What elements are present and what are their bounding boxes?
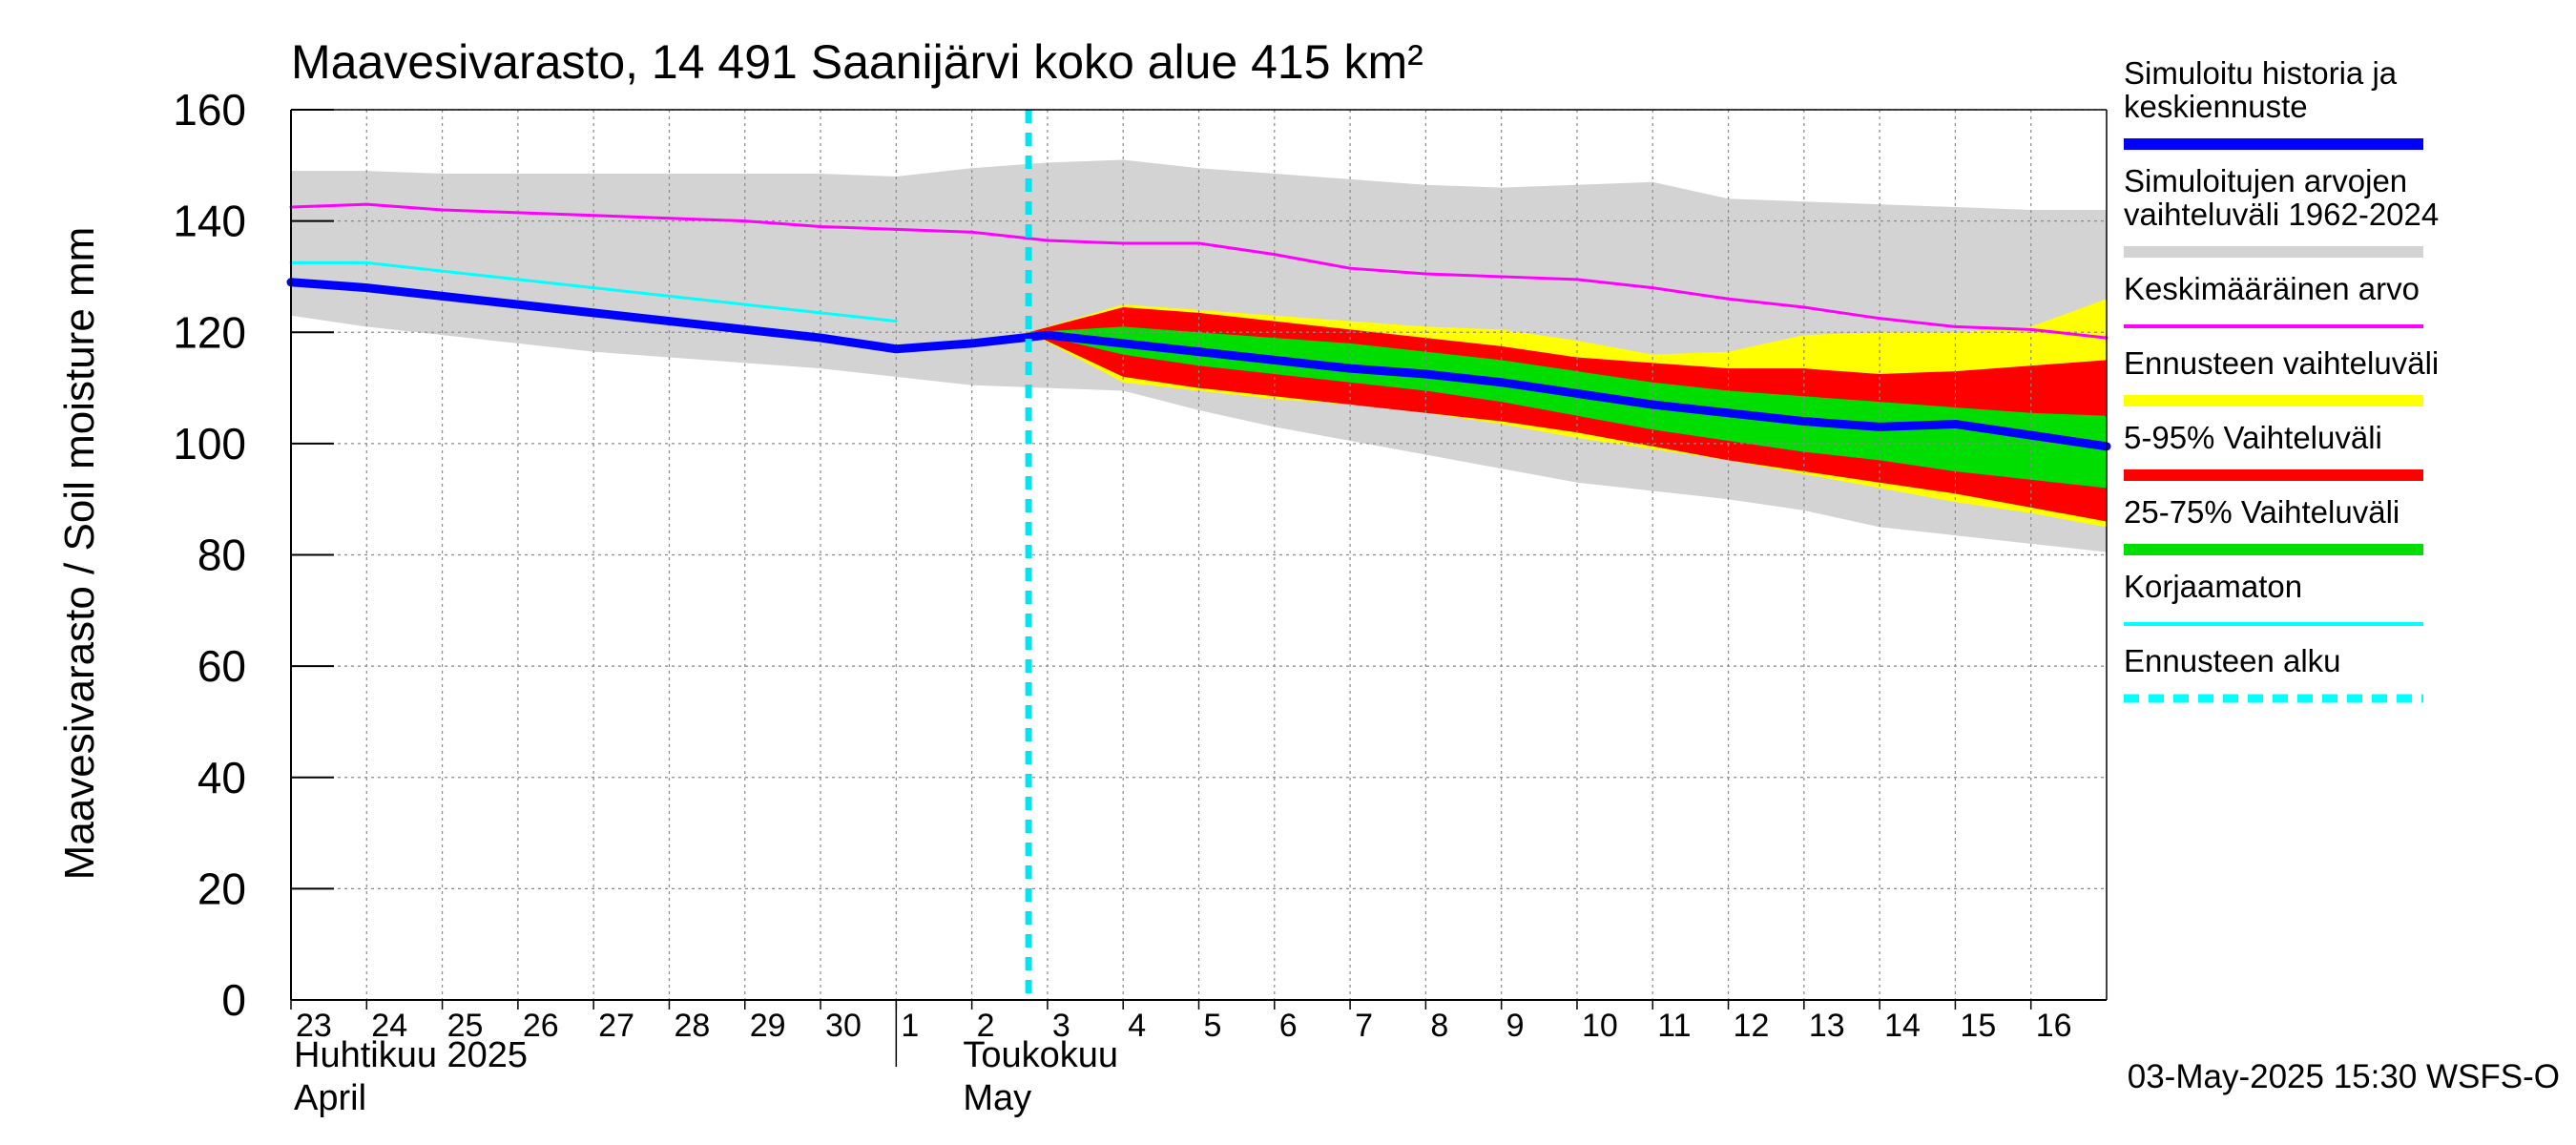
y-tick-label: 0 [221,975,246,1025]
month-label-april-fi: Huhtikuu 2025 [294,1035,528,1075]
band-25-75-vaihteluv-li [1028,326,2107,489]
series-simuloitu-historia-ja-keskiennuste [286,278,2111,451]
x-tick-label: 30 [825,1008,862,1044]
series-keskim-r-inen-arvo [289,202,2109,340]
y-tick-label: 20 [197,864,246,913]
series-korjaamaton [289,260,898,323]
y-tick-label: 60 [197,641,246,691]
x-tick-label: 24 [371,1008,407,1044]
x-tick-label: 27 [598,1008,634,1044]
x-tick-label: 1 [901,1008,919,1044]
legend-label: Simuloitu historia ja [2124,55,2398,91]
chart-title: Maavesivarasto, 14 491 Saanijärvi koko a… [291,35,1423,89]
y-tick-label: 140 [173,197,246,246]
month-label-may-fi: Toukokuu [963,1035,1118,1075]
x-tick-label: 29 [750,1008,786,1044]
x-tick-label: 14 [1884,1008,1921,1044]
x-tick-label: 16 [2036,1008,2072,1044]
x-tick-label: 13 [1809,1008,1845,1044]
y-tick-label: 100 [173,419,246,468]
x-tick-label: 5 [1204,1008,1222,1044]
legend-label: Simuloitujen arvojen [2124,163,2407,198]
x-tick-label: 15 [1960,1008,1996,1044]
x-tick-label: 7 [1355,1008,1373,1044]
x-tick-label: 11 [1657,1008,1691,1044]
x-tick-label: 10 [1582,1008,1618,1044]
x-tick-label: 26 [523,1008,559,1044]
legend-label: Ennusteen alku [2124,643,2341,678]
y-tick-label: 40 [197,753,246,802]
x-tick-label: 3 [1052,1008,1070,1044]
y-axis-label: Maavesivarasto / Soil moisture mm [56,227,103,881]
legend-label: 25-75% Vaihteluväli [2124,494,2399,530]
legend-label: 5-95% Vaihteluväli [2124,420,2382,455]
x-tick-label: 2 [977,1008,995,1044]
x-tick-label: 23 [296,1008,332,1044]
legend-label: Keskimääräinen arvo [2124,271,2420,306]
timestamp: 03-May-2025 15:30 WSFS-O [2128,1058,2560,1095]
x-tick-label: 8 [1430,1008,1448,1044]
legend-label: Ennusteen vaihteluväli [2124,345,2439,381]
y-tick-label: 160 [173,85,246,135]
line-layer [286,110,2111,1000]
x-tick-label: 4 [1128,1008,1146,1044]
month-label-april-en: April [294,1078,366,1118]
x-tick-label: 9 [1506,1008,1525,1044]
y-tick-label: 80 [197,531,246,580]
x-tick-label: 28 [674,1008,710,1044]
x-tick-label: 6 [1279,1008,1298,1044]
month-label-may-en: May [963,1078,1031,1118]
y-tick-label: 120 [173,307,246,357]
legend-label: Korjaamaton [2124,569,2302,604]
x-tick-label: 12 [1734,1008,1770,1044]
legend-label: vaihteluväli 1962-2024 [2124,197,2439,232]
legend-label: keskiennuste [2124,89,2308,124]
x-tick-label: 25 [447,1008,484,1044]
